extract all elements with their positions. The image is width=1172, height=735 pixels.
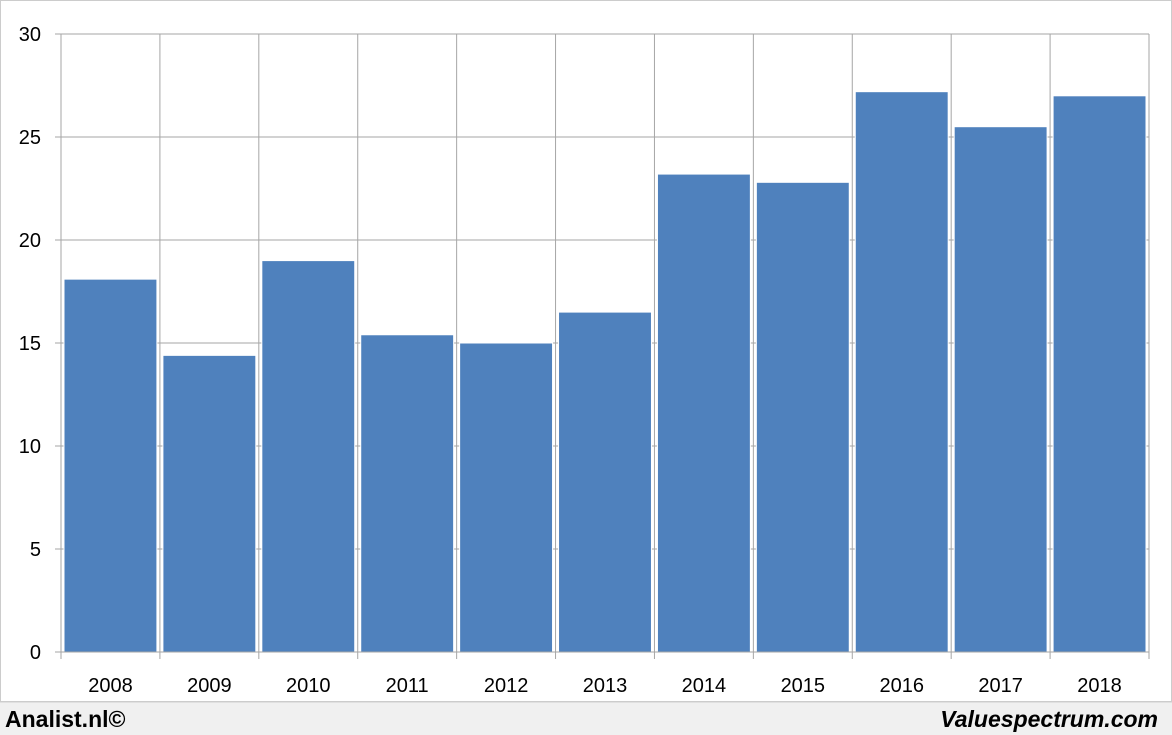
x-tick-label: 2017 xyxy=(978,675,1023,697)
footer-bar: Analist.nl© Valuespectrum.com xyxy=(0,702,1172,735)
bar-2011 xyxy=(360,334,455,653)
x-tick-label: 2015 xyxy=(781,675,826,697)
bar-2012 xyxy=(459,342,554,653)
y-tick-label: 0 xyxy=(30,642,41,664)
bar-chart: 0 5 10 15 20 25 30 2008 2009 2010 2011 2012 2013 201… xyxy=(0,0,1172,702)
x-tick-label: 2011 xyxy=(386,675,429,697)
valuespectrum-credit: Valuespectrum.com xyxy=(940,706,1158,732)
axes xyxy=(55,33,1150,659)
x-tick-label: 2013 xyxy=(583,675,628,697)
analist-credit: Analist.nl© xyxy=(5,706,126,732)
x-tick-label: 2009 xyxy=(187,675,232,697)
y-tick-label: 15 xyxy=(19,333,41,355)
bar-2018 xyxy=(1052,95,1147,653)
bar-2015 xyxy=(755,181,850,653)
bar-2013 xyxy=(558,311,652,653)
y-tick-label: 30 xyxy=(19,24,41,46)
bar-2008 xyxy=(63,278,158,653)
bar-2017 xyxy=(953,126,1048,653)
x-tick-label: 2018 xyxy=(1077,675,1122,697)
x-tick-label: 2016 xyxy=(879,675,924,697)
bar-2010 xyxy=(261,260,356,653)
y-tick-labels: 0 5 10 15 20 25 30 xyxy=(19,24,41,664)
y-tick-label: 10 xyxy=(19,436,41,458)
bar-2009 xyxy=(162,354,257,653)
y-tick-label: 5 xyxy=(30,539,41,561)
x-tick-label: 2008 xyxy=(88,675,133,697)
bar-2016 xyxy=(854,91,949,653)
x-tick-label: 2014 xyxy=(682,675,727,697)
x-tick-labels: 2008 2009 2010 2011 2012 2013 2014 2015 2016 2017… xyxy=(88,675,1122,697)
y-tick-label: 20 xyxy=(19,230,41,252)
bars xyxy=(63,91,1147,653)
bar-2014 xyxy=(656,173,751,653)
y-tick-label: 25 xyxy=(19,127,41,149)
x-tick-label: 2010 xyxy=(286,675,331,697)
x-tick-label: 2012 xyxy=(484,675,529,697)
